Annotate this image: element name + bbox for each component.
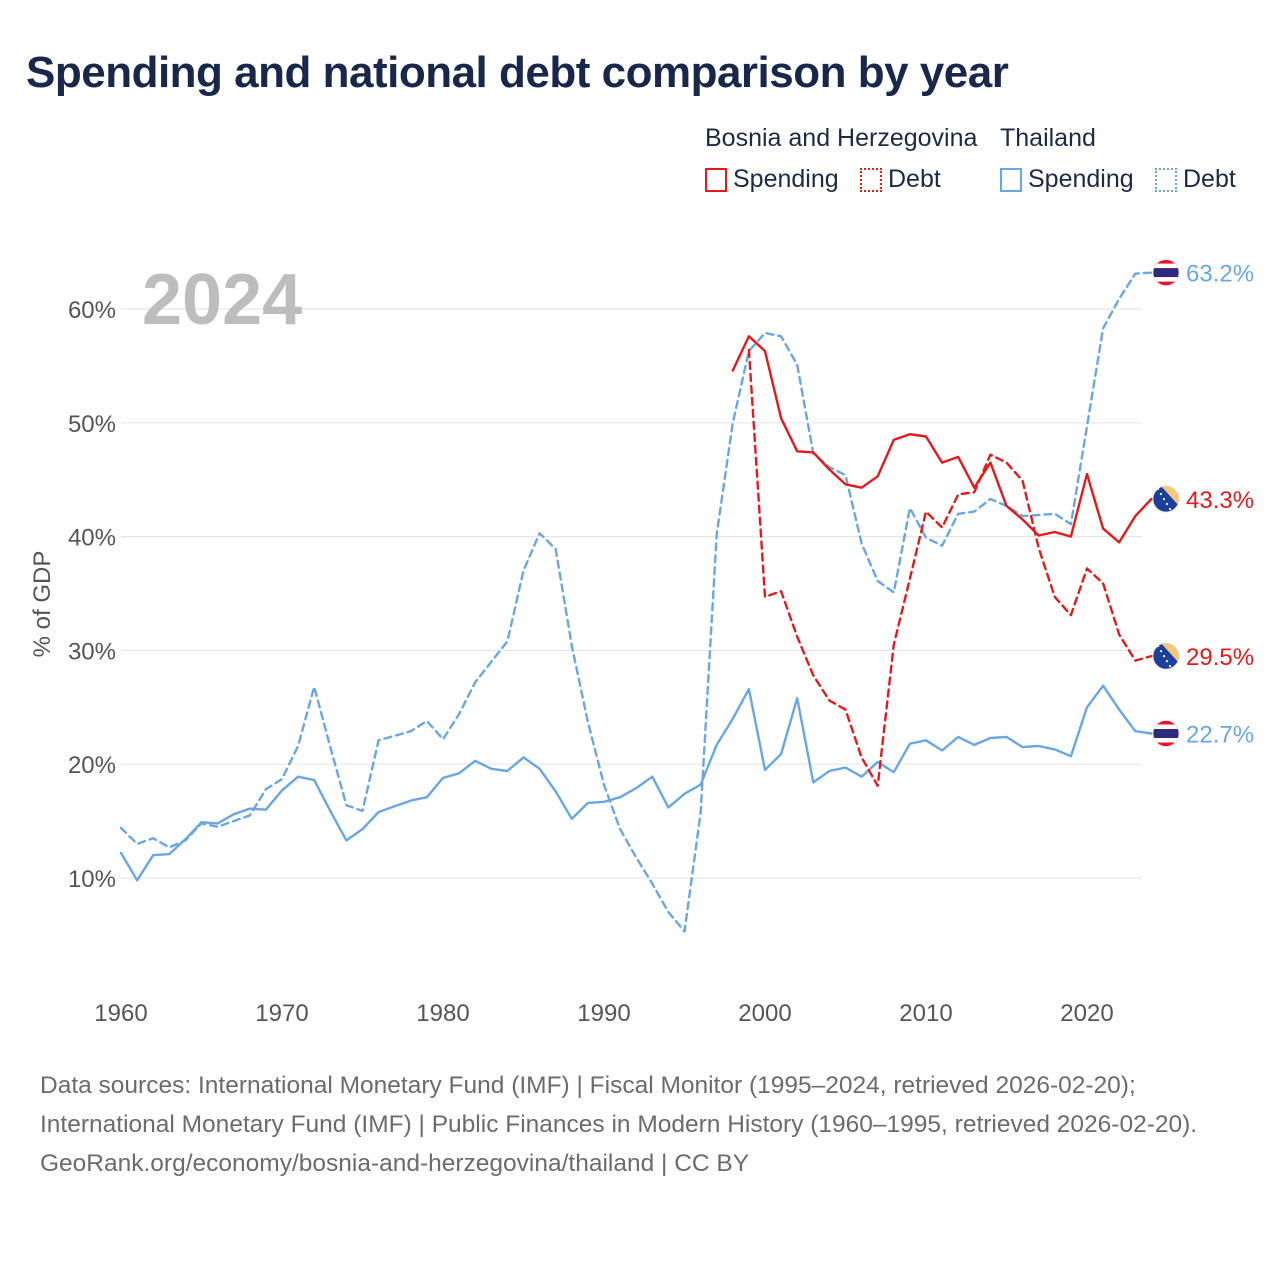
flag-yellow-triangle (1160, 643, 1179, 665)
bosnia-flag-icon (1152, 485, 1180, 513)
flag-stripes (1153, 720, 1179, 747)
legend-group-thailand: Thailand (1000, 124, 1096, 152)
legend-item-bosnia-spending[interactable]: Spending (705, 165, 839, 194)
series-line-thailand-debt (119, 271, 1153, 933)
data-sources: Data sources: International Monetary Fun… (40, 1072, 1198, 1138)
series (119, 271, 1153, 933)
series-line-bosnia-and-herzegovina-spending (731, 335, 1153, 544)
flag-star (1168, 507, 1172, 511)
thailand-flag-icon (1152, 720, 1180, 747)
series-line-thailand-spending (119, 684, 1153, 882)
year-watermark: 2024 (142, 260, 302, 340)
credit-link[interactable]: GeoRank.org/economy/bosnia-and-herzegovi… (40, 1150, 750, 1177)
solid-line-swatch-icon (705, 167, 727, 192)
y-tick-label: 20% (68, 752, 116, 779)
legend-item-thailand-debt[interactable]: Debt (1155, 165, 1236, 194)
chart-title: Spending and national debt comparison by… (26, 48, 1009, 97)
series-line-bosnia-and-herzegovina-debt (747, 348, 1153, 787)
flag-field (1153, 486, 1179, 512)
end-value-label: 22.7% (1186, 721, 1254, 748)
flag-outline (1152, 259, 1180, 287)
y-tick-label: 10% (68, 866, 116, 893)
legend-label: Spending (1028, 165, 1134, 193)
thailand-flag-icon (1152, 259, 1180, 287)
gridlines (121, 308, 1142, 879)
x-tick-label: 2010 (899, 1000, 952, 1027)
x-tick-label: 1990 (577, 1000, 630, 1027)
legend-label: Spending (733, 165, 839, 193)
legend-item-bosnia-debt[interactable]: Debt (860, 165, 941, 194)
x-tick-label: 1960 (94, 1000, 147, 1027)
y-tick-label: 40% (68, 525, 116, 552)
flag-star (1165, 660, 1169, 663)
legend-item-thailand-spending[interactable]: Spending (1000, 165, 1134, 194)
legend-label: Debt (1183, 165, 1236, 193)
dotted-line-swatch-icon (860, 167, 882, 192)
y-axis-label: % of GDP (29, 551, 56, 658)
flag-star (1165, 502, 1169, 506)
flag-star (1159, 492, 1163, 496)
flag-outline (1152, 720, 1180, 747)
solid-line-swatch-icon (1000, 167, 1022, 192)
flag-outline (1152, 642, 1180, 670)
legend-group-bosnia: Bosnia and Herzegovina (705, 124, 978, 152)
dotted-line-swatch-icon (1155, 167, 1177, 192)
flag-stripes (1153, 259, 1179, 286)
bosnia-flag-icon (1152, 642, 1180, 670)
end-value-label: 29.5% (1186, 644, 1254, 671)
y-tick-label: 60% (68, 297, 116, 324)
end-markers: 63.2% 43.3% 29.5% 22.7% (1152, 259, 1254, 748)
flag-outline (1152, 485, 1180, 513)
flag-star (1162, 497, 1166, 501)
axes: 10% 20% 30% 40% 50% 60% 1960 1970 1980 1990 2000 20… (29, 297, 1114, 1027)
flag-field (1153, 643, 1179, 670)
x-tick-label: 1970 (255, 1000, 308, 1027)
line-chart: 2024 10% 20% 30% 40% 50% 60% 1960 1970 1980 1990 2… (29, 259, 1254, 1027)
x-tick-label: 1980 (416, 1000, 469, 1027)
legend-label: Debt (888, 165, 941, 193)
end-value-label: 63.2% (1186, 261, 1254, 288)
x-tick-label: 2020 (1060, 1000, 1113, 1027)
footer: Data sources: International Monetary Fun… (40, 1066, 1250, 1183)
y-tick-label: 30% (68, 638, 116, 665)
flag-star (1159, 650, 1163, 653)
flag-star (1168, 665, 1172, 668)
flag-yellow-triangle (1160, 486, 1179, 507)
y-tick-label: 50% (68, 411, 116, 438)
flag-blue-band (1153, 729, 1179, 738)
flag-star (1162, 655, 1166, 658)
x-tick-label: 2000 (738, 1000, 791, 1027)
flag-blue-band (1153, 268, 1179, 278)
end-value-label: 43.3% (1186, 487, 1254, 514)
